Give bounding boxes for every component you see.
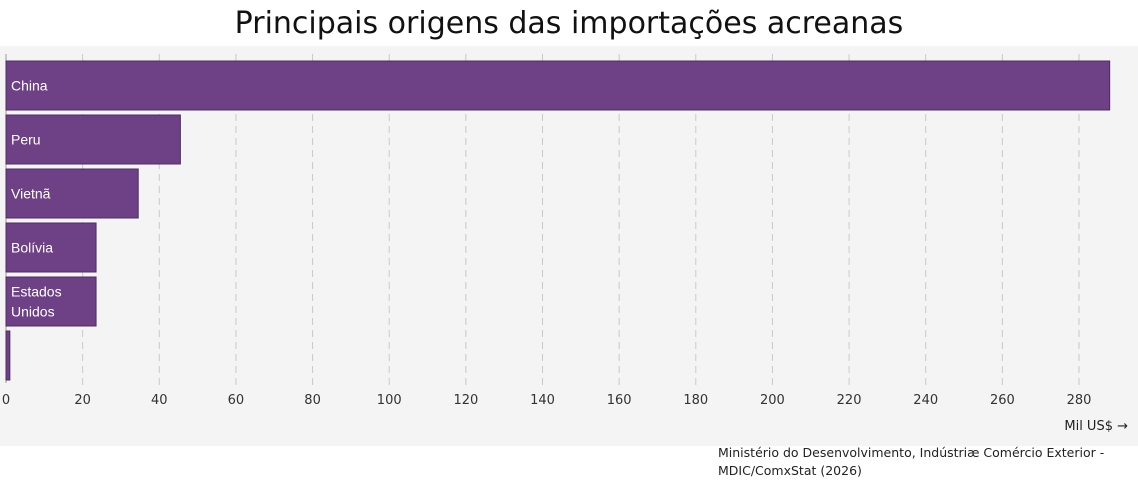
bar [5,114,181,165]
bar [5,276,97,327]
source-note: Ministério do Desenvolvimento, Indústriæ… [718,445,1105,478]
bar [5,222,97,273]
bar [5,168,139,219]
x-tick-label: 100 [377,393,402,408]
x-tick-label: 280 [1067,393,1092,408]
x-tick-label: 260 [990,393,1015,408]
bar-label: Unidos [11,304,55,320]
bar [5,60,1111,111]
x-tick-label: 40 [151,393,168,408]
bar-label: Estados [11,284,62,300]
x-tick-label: 220 [837,393,862,408]
bar-label: Vietnã [11,186,51,202]
x-tick-label: 80 [304,393,321,408]
x-tick-label: 20 [74,393,91,408]
chart-title: Principais origens das importações acrea… [234,6,904,41]
bar-label: China [11,78,48,94]
x-tick-label: 200 [760,393,785,408]
bar-label: Peru [11,132,41,148]
bar [5,330,11,381]
bar-label: Bolívia [11,240,53,256]
x-axis-unit: Mil US$ → [1064,419,1128,434]
x-tick-label: 240 [913,393,938,408]
x-tick-label: 60 [228,393,245,408]
x-tick-label: 0 [2,393,10,408]
x-tick-label: 140 [530,393,555,408]
plot-background [0,46,1138,446]
x-tick-label: 160 [607,393,632,408]
x-tick-label: 180 [683,393,708,408]
x-tick-label: 120 [453,393,478,408]
